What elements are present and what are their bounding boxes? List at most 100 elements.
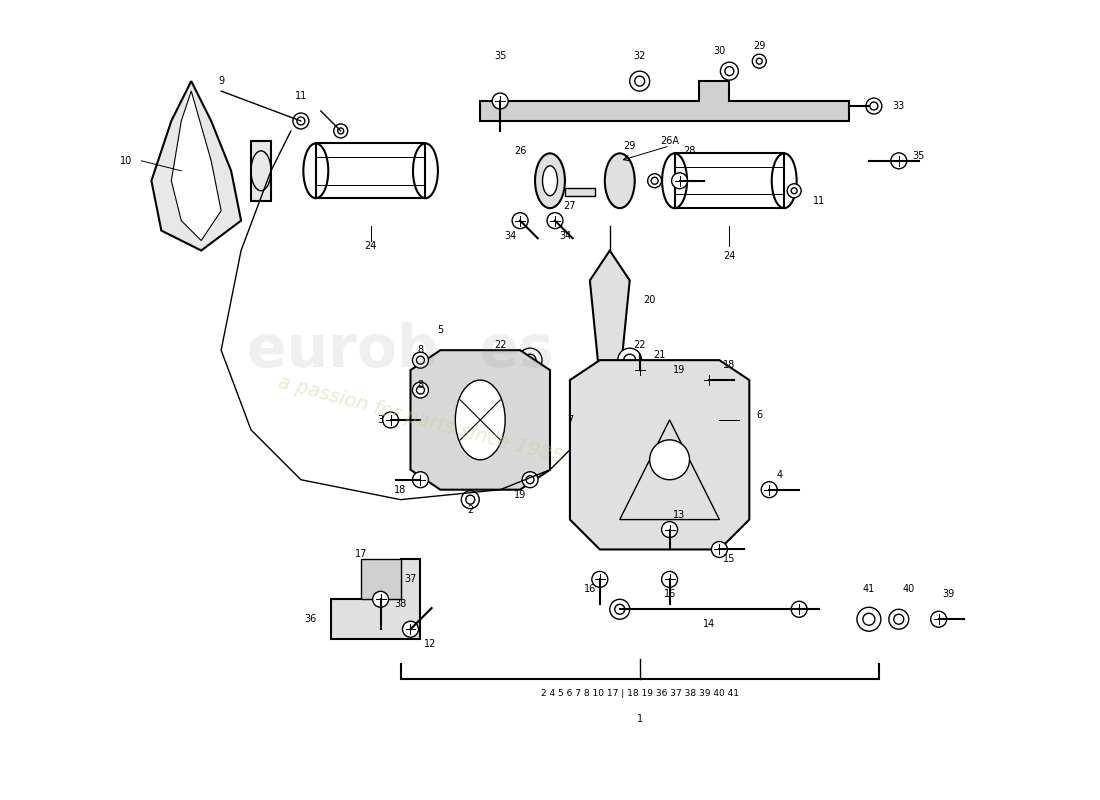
Text: 11: 11	[813, 196, 825, 206]
Text: 19: 19	[514, 490, 526, 500]
Text: 16: 16	[584, 584, 596, 594]
Polygon shape	[172, 91, 221, 241]
Circle shape	[712, 542, 727, 558]
Text: 37: 37	[405, 574, 417, 584]
Circle shape	[412, 382, 428, 398]
Ellipse shape	[455, 380, 505, 460]
Circle shape	[524, 354, 536, 366]
Text: 17: 17	[354, 550, 366, 559]
Text: 26: 26	[514, 146, 526, 156]
Text: eurob  es: eurob es	[248, 322, 554, 378]
Circle shape	[461, 490, 480, 509]
Circle shape	[757, 58, 762, 64]
Polygon shape	[251, 141, 271, 201]
Circle shape	[526, 476, 535, 484]
Text: 5: 5	[438, 326, 443, 335]
Circle shape	[412, 352, 428, 368]
Text: 18: 18	[724, 360, 736, 370]
Text: 15: 15	[723, 554, 736, 565]
Circle shape	[788, 184, 801, 198]
Circle shape	[373, 591, 388, 607]
Text: 22: 22	[494, 340, 506, 350]
Polygon shape	[331, 559, 420, 639]
Text: 1: 1	[637, 714, 642, 724]
Circle shape	[761, 482, 778, 498]
Circle shape	[465, 495, 475, 504]
Circle shape	[870, 102, 878, 110]
Circle shape	[857, 607, 881, 631]
Circle shape	[891, 153, 906, 169]
Polygon shape	[481, 81, 849, 121]
Text: 8: 8	[417, 345, 424, 355]
Ellipse shape	[535, 154, 565, 208]
Circle shape	[651, 178, 658, 184]
Bar	[565, 188, 595, 196]
Text: 36: 36	[305, 614, 317, 624]
Circle shape	[862, 614, 874, 626]
Circle shape	[629, 71, 650, 91]
Circle shape	[383, 412, 398, 428]
Circle shape	[618, 348, 641, 372]
Circle shape	[889, 610, 909, 630]
Circle shape	[702, 372, 717, 388]
Text: 32: 32	[634, 51, 646, 61]
Text: a passion for parts since 1985: a passion for parts since 1985	[276, 373, 565, 467]
Circle shape	[631, 362, 648, 378]
Text: 22: 22	[634, 340, 646, 350]
Text: 2: 2	[468, 505, 473, 514]
Circle shape	[522, 472, 538, 488]
Polygon shape	[570, 360, 749, 550]
Text: 2 4 5 6 7 8 10 17 | 18 19 36 37 38 39 40 41: 2 4 5 6 7 8 10 17 | 18 19 36 37 38 39 40…	[541, 690, 739, 698]
Polygon shape	[590, 250, 629, 380]
Text: 3: 3	[377, 415, 384, 425]
Text: 14: 14	[703, 619, 716, 630]
Ellipse shape	[542, 166, 558, 196]
Text: 24: 24	[364, 241, 377, 250]
Circle shape	[931, 611, 947, 627]
Circle shape	[547, 213, 563, 229]
Circle shape	[866, 98, 882, 114]
Circle shape	[725, 66, 734, 76]
Circle shape	[651, 372, 668, 388]
Text: 24: 24	[723, 250, 736, 261]
Text: 6: 6	[756, 410, 762, 420]
Text: 8: 8	[417, 380, 424, 390]
Circle shape	[661, 571, 678, 587]
Bar	[361, 559, 400, 599]
Text: 13: 13	[673, 510, 685, 520]
Text: 33: 33	[893, 101, 905, 111]
Circle shape	[412, 472, 428, 488]
Text: 39: 39	[943, 590, 955, 599]
Circle shape	[656, 376, 663, 384]
Circle shape	[661, 522, 678, 538]
Circle shape	[338, 128, 343, 134]
Circle shape	[791, 188, 798, 194]
Circle shape	[492, 93, 508, 109]
Text: 7: 7	[566, 415, 573, 425]
Text: 20: 20	[644, 295, 656, 306]
Circle shape	[720, 62, 738, 80]
Circle shape	[650, 440, 690, 480]
Ellipse shape	[605, 154, 635, 208]
Text: 29: 29	[624, 141, 636, 151]
Circle shape	[894, 614, 904, 624]
Text: 28: 28	[683, 146, 695, 156]
Circle shape	[592, 571, 608, 587]
Circle shape	[791, 602, 807, 618]
Circle shape	[635, 76, 645, 86]
Text: 40: 40	[903, 584, 915, 594]
Circle shape	[417, 356, 425, 364]
Text: 34: 34	[559, 230, 571, 241]
Text: 19: 19	[673, 365, 685, 375]
Text: 21: 21	[653, 350, 666, 360]
Circle shape	[752, 54, 767, 68]
Text: 27: 27	[563, 201, 576, 210]
Circle shape	[293, 113, 309, 129]
Text: 16: 16	[663, 590, 675, 599]
Text: 26A: 26A	[660, 136, 679, 146]
Text: 18: 18	[395, 485, 407, 494]
Circle shape	[297, 117, 305, 125]
Text: 35: 35	[913, 151, 925, 161]
Circle shape	[648, 174, 661, 188]
Text: 11: 11	[295, 91, 307, 101]
